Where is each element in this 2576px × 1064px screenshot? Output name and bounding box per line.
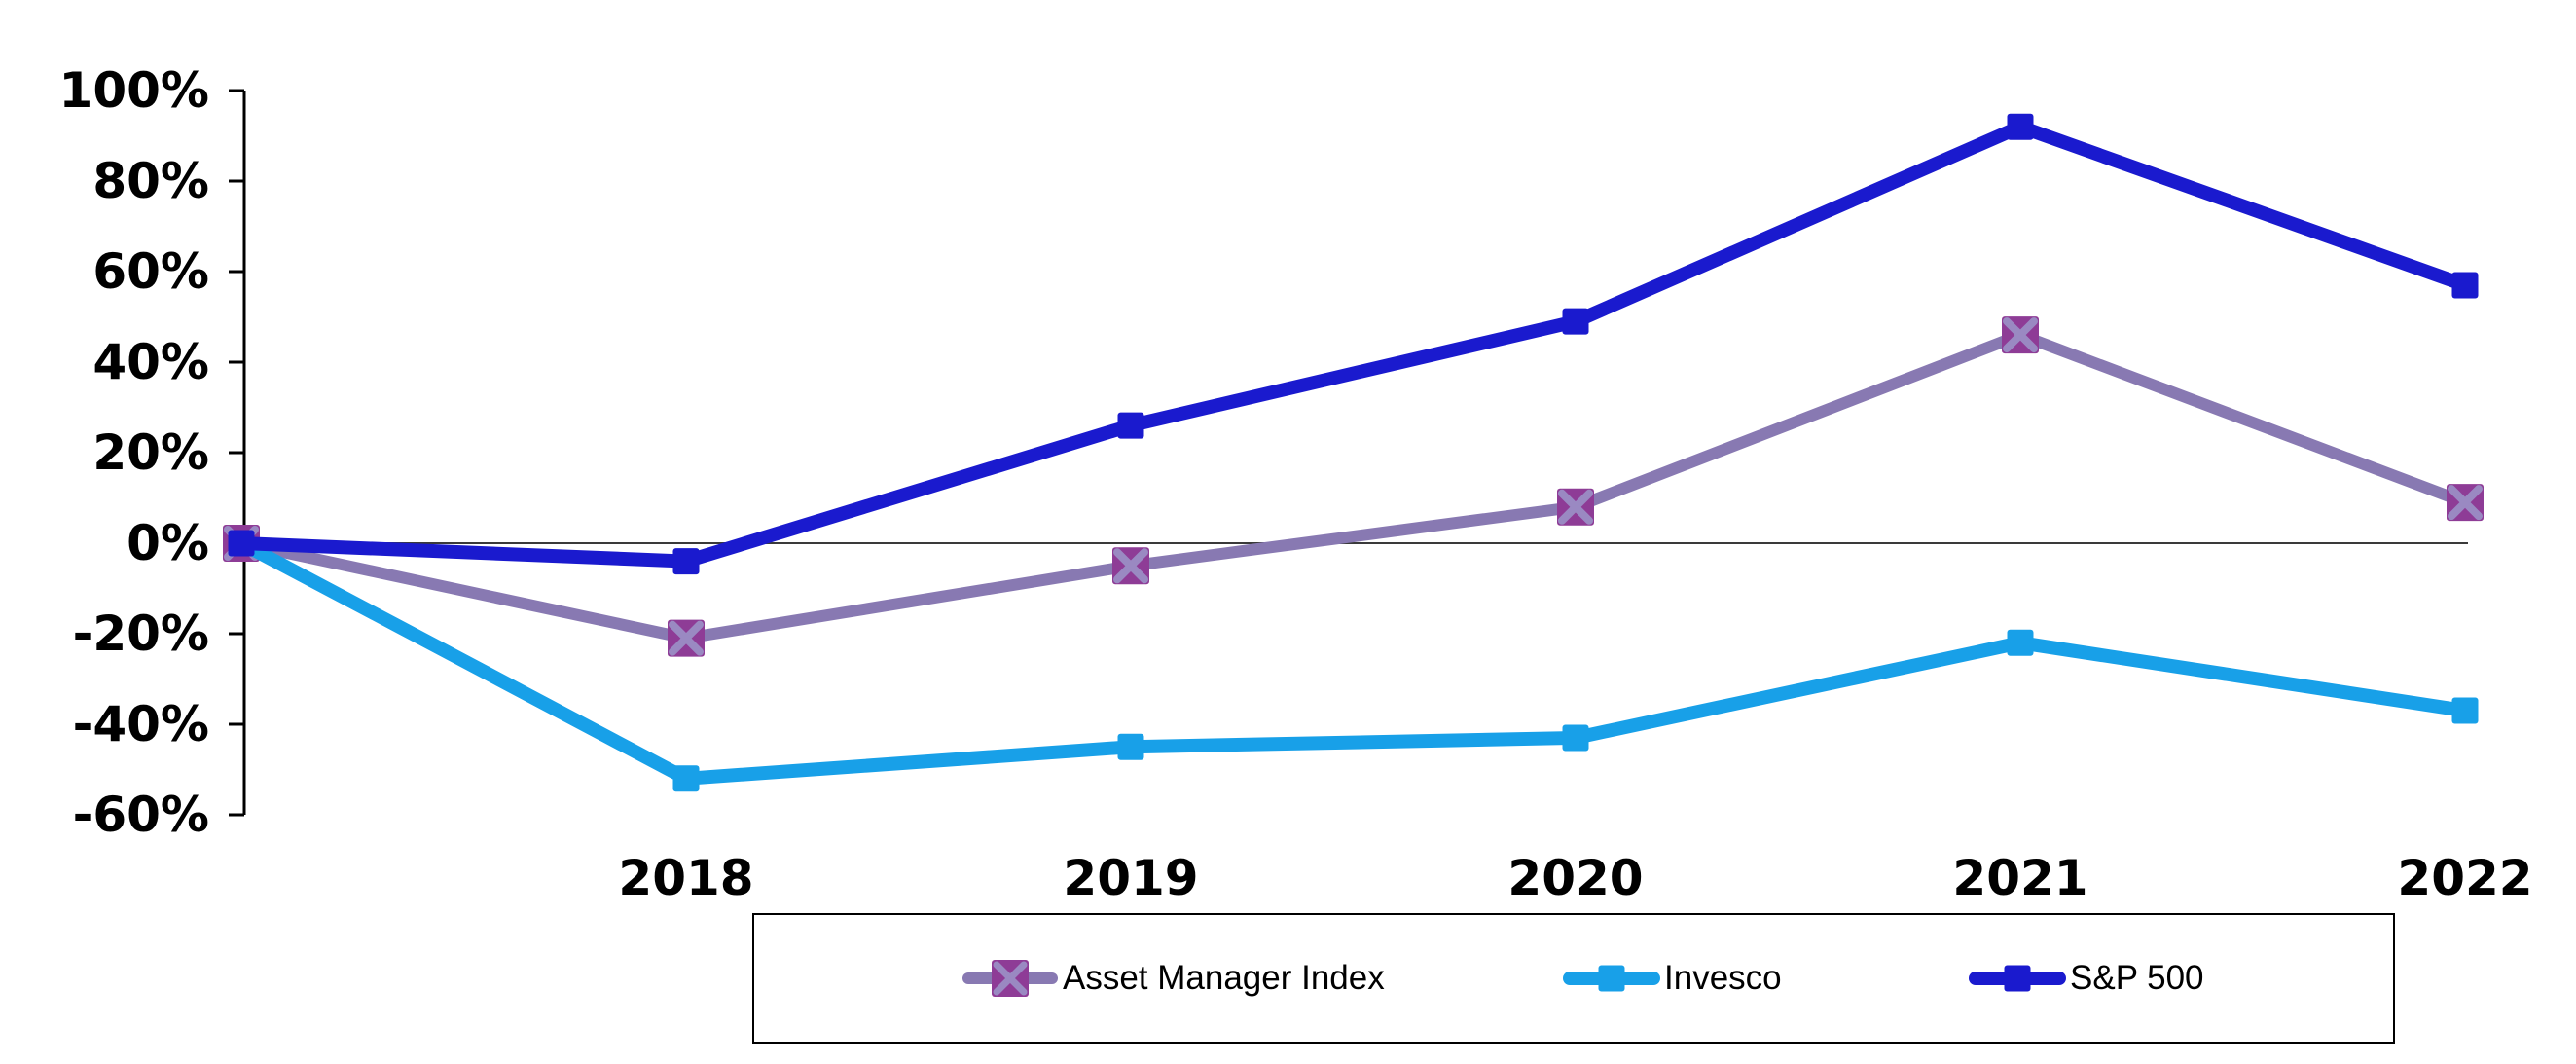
x-axis-label-2019: 2019: [1063, 850, 1198, 906]
y-axis-tick-label: 100%: [59, 62, 209, 119]
legend-marker: [2004, 965, 2031, 992]
series-marker-invesco: [1117, 733, 1144, 760]
legend-box: Asset Manager Index Invesco S&P 500: [752, 913, 2395, 1044]
legend-entry-asset-manager-index: Asset Manager Index: [961, 915, 1385, 1042]
y-axis-tick-label: 20%: [92, 424, 209, 481]
y-axis-tick-label: -40%: [73, 696, 209, 752]
x-axis-label-2020: 2020: [1507, 850, 1643, 906]
series-marker-x-asset-manager-index: [669, 620, 704, 656]
legend-glyph-asset-manager-index: [962, 960, 1058, 997]
series-marker-s-p-500: [2007, 113, 2034, 140]
legend-glyph-invesco: [1563, 965, 1660, 992]
series-marker-s-p-500: [228, 530, 255, 557]
series-line-invesco: [237, 536, 2467, 786]
series-marker-x-asset-manager-index: [2448, 485, 2483, 521]
legend-label-sp-500: S&P 500: [2070, 959, 2204, 997]
series-line-asset-manager-index: [239, 328, 2468, 644]
series-marker-s-p-500: [672, 548, 700, 575]
series-marker-s-p-500: [1562, 308, 1589, 335]
legend-entry-invesco: Invesco: [1562, 915, 1782, 1042]
series-marker-invesco: [2451, 697, 2479, 724]
x-axis-label-2021: 2021: [1952, 850, 2087, 906]
series-line-s-p-500: [240, 119, 2468, 569]
series-marker-s-p-500: [2451, 272, 2479, 299]
series-marker-invesco: [1562, 724, 1589, 752]
legend-label-asset-manager-index: Asset Manager Index: [1063, 959, 1385, 997]
y-axis-tick-label: 40%: [92, 334, 209, 390]
series-marker-invesco: [672, 765, 700, 792]
x-axis-label-2022: 2022: [2397, 850, 2532, 906]
y-axis-tick-label: 80%: [92, 153, 209, 209]
y-axis-tick-label: -60%: [73, 787, 209, 843]
series-marker-invesco: [2007, 629, 2034, 656]
legend-entry-sp-500: S&P 500: [1968, 915, 2204, 1042]
y-axis-tick-label: 60%: [92, 243, 209, 300]
legend-marker: [1598, 965, 1625, 992]
y-axis-tick-label: 0%: [127, 515, 209, 571]
series-marker-x-asset-manager-index: [1558, 489, 1593, 525]
legend-marker-x: [993, 961, 1028, 996]
series-marker-x-asset-manager-index: [1113, 548, 1148, 584]
series-marker-s-p-500: [1117, 412, 1144, 439]
legend-glyph-sp-500: [1969, 965, 2066, 992]
y-axis-tick-label: -20%: [73, 605, 209, 662]
series-marker-x-asset-manager-index: [2003, 317, 2038, 353]
x-axis-label-2018: 2018: [618, 850, 753, 906]
legend-label-invesco: Invesco: [1664, 959, 1782, 997]
